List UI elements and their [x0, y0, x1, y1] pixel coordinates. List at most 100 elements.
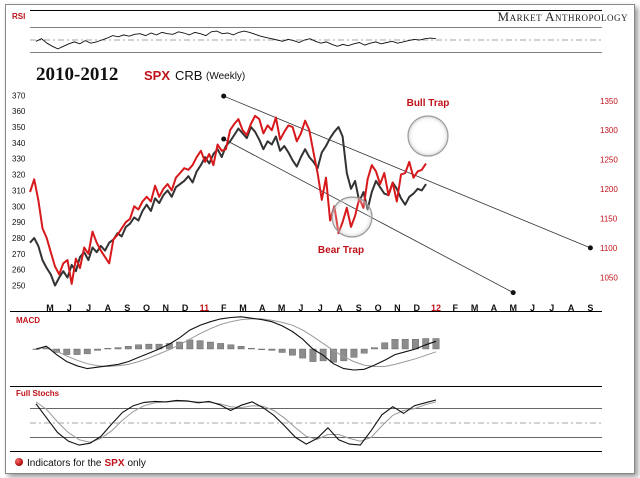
macd-histogram-bar — [371, 347, 378, 350]
macd-histogram-bar — [114, 347, 122, 350]
x-tick-label: J — [67, 303, 72, 313]
x-tick-label: M — [509, 303, 517, 313]
macd-label: MACD — [16, 316, 40, 325]
macd-histogram-bar — [401, 339, 409, 350]
right-tick-label: 1300 — [600, 126, 618, 135]
macd-histogram-bar — [63, 348, 71, 355]
x-tick-label: M — [471, 303, 479, 313]
macd-histogram-bar — [217, 343, 225, 350]
macd-histogram-bar — [268, 348, 276, 351]
macd-histogram-bar — [196, 340, 204, 350]
macd-histogram-bar — [206, 341, 214, 350]
macd-histogram-bar — [289, 348, 296, 356]
right-axis: 1050 1100 1150 1200 1250 1300 1350 — [600, 97, 618, 282]
x-tick-label: A — [105, 303, 112, 313]
macd-panel: MACD — [10, 311, 602, 371]
x-tick-label: F — [453, 303, 459, 313]
left-tick-label: 360 — [12, 107, 26, 116]
legend-suffix: only — [128, 458, 146, 469]
x-tick-label: J — [298, 303, 303, 313]
title-years: 2010-2012 — [36, 64, 118, 85]
legend-dot-icon — [15, 458, 23, 466]
x-tick-label: J — [86, 303, 91, 313]
macd-histogram-bar — [381, 342, 389, 350]
x-tick-label: J — [549, 303, 554, 313]
rsi-label: RSI — [12, 12, 25, 21]
legend-prefix: Indicators for the — [27, 458, 102, 469]
x-tick-label: D — [182, 303, 189, 313]
x-tick-label: S — [587, 303, 593, 313]
left-tick-label: 280 — [12, 234, 26, 243]
rsi-top-rule — [30, 10, 602, 11]
left-tick-label: 290 — [12, 218, 26, 227]
macd-histogram — [32, 338, 440, 363]
right-tick-label: 1200 — [600, 185, 618, 194]
left-tick-label: 270 — [12, 250, 26, 259]
x-axis: M J J A S O N D 11 F M A M J J A S O N D 12 F M A M J J A S — [46, 303, 593, 313]
x-tick-label: O — [143, 303, 150, 313]
chart-frame: RSI Market Anthropology 2010-2012 SPX CR… — [5, 4, 635, 474]
macd-histogram-bar — [145, 343, 153, 350]
stochs-bottom-rule — [10, 451, 602, 452]
brand-name: Market Anthropology — [498, 9, 628, 24]
macd-histogram-bar — [186, 339, 194, 350]
x-tick-label: S — [356, 303, 362, 313]
x-tick-label: 12 — [431, 303, 441, 313]
rsi-panel: RSI — [12, 10, 602, 54]
right-tick-label: 1250 — [600, 156, 618, 165]
left-tick-label: 320 — [12, 171, 26, 180]
stochs-top-rule — [10, 386, 602, 387]
macd-histogram-bar — [247, 348, 255, 350]
footer-legend: Indicators for the SPX only — [15, 458, 146, 469]
title-period: (Weekly) — [206, 71, 245, 82]
macd-histogram-bar — [73, 348, 81, 355]
macd-histogram-bar — [94, 348, 101, 351]
macd-histogram-bar — [176, 341, 183, 350]
left-tick-label: 330 — [12, 155, 26, 164]
macd-histogram-bar — [104, 348, 112, 350]
macd-histogram-bar — [330, 348, 337, 363]
x-tick-label: A — [259, 303, 266, 313]
macd-histogram-bar — [237, 346, 245, 350]
x-tick-label: O — [375, 303, 382, 313]
stochastic-d-line — [35, 400, 437, 443]
x-tick-label: N — [163, 303, 170, 313]
bull-trap-circle — [407, 115, 449, 157]
macd-histogram-bar — [135, 344, 142, 350]
trend-channel-upper-start — [221, 93, 227, 99]
x-tick-label: A — [491, 303, 498, 313]
x-tick-label: A — [568, 303, 575, 313]
right-tick-label: 1150 — [600, 215, 618, 224]
right-tick-label: 1350 — [600, 97, 618, 106]
right-tick-label: 1050 — [600, 273, 618, 282]
left-tick-label: 340 — [12, 139, 26, 148]
x-tick-label: D — [413, 303, 420, 313]
left-tick-label: 250 — [12, 282, 26, 291]
left-tick-label: 350 — [12, 123, 26, 132]
macd-signal-line — [35, 318, 437, 368]
left-tick-label: 300 — [12, 202, 26, 211]
title-spx: SPX — [144, 68, 170, 83]
trend-channel-upper — [223, 95, 591, 249]
chart-canvas: RSI Market Anthropology 2010-2012 SPX CR… — [10, 9, 628, 469]
macd-histogram-bar — [227, 344, 235, 350]
trend-channel-upper-end — [587, 245, 593, 251]
left-tick-label: 310 — [12, 186, 26, 195]
x-tick-label: J — [318, 303, 323, 313]
x-tick-label: M — [278, 303, 286, 313]
macd-histogram-bar — [360, 348, 368, 354]
right-tick-label: 1100 — [600, 244, 618, 253]
bear-trap-circle — [331, 196, 373, 238]
macd-histogram-bar — [350, 348, 358, 358]
macd-top-rule — [10, 311, 602, 312]
stochastics-panel: Full Stochs — [10, 386, 602, 452]
price-panel: 2010-2012 SPX CRB (Weekly) 2502602702802… — [12, 64, 618, 313]
x-tick-label: A — [336, 303, 343, 313]
x-tick-label: M — [239, 303, 247, 313]
x-tick-label: J — [530, 303, 535, 313]
x-tick-label: S — [124, 303, 130, 313]
stochs-label: Full Stochs — [16, 389, 60, 398]
macd-histogram-bar — [258, 348, 266, 350]
left-tick-label: 370 — [12, 91, 26, 100]
